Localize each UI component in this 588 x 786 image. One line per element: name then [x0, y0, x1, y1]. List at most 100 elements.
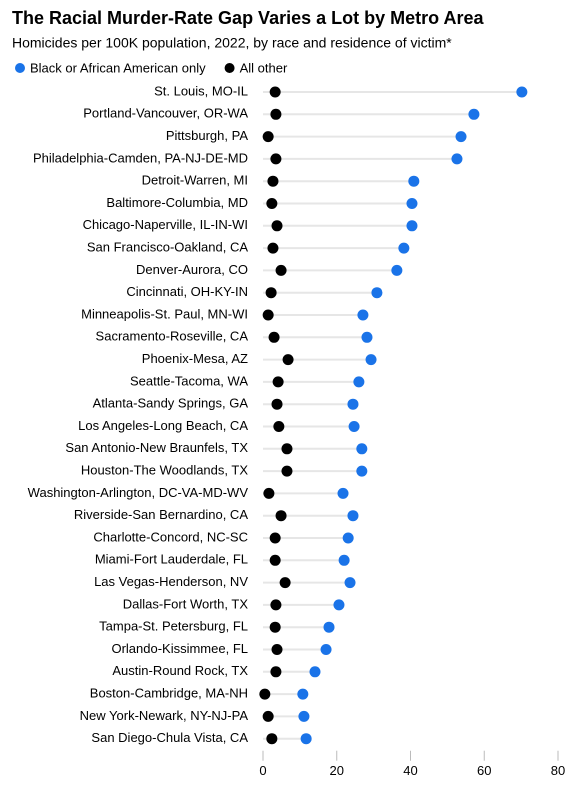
legend-marker	[224, 63, 235, 73]
category-label: Detroit-Warren, MI	[142, 173, 248, 188]
category-label: Sacramento-Roseville, CA	[96, 329, 249, 344]
dot	[271, 220, 283, 232]
category-label: Chicago-Naperville, IL-IN-WI	[83, 217, 248, 232]
x-tick-label: 80	[551, 763, 565, 778]
dot	[455, 131, 467, 143]
dot	[262, 309, 274, 321]
category-label: Seattle-Tacoma, WA	[130, 373, 248, 388]
category-label: Portland-Vancouver, OR-WA	[83, 106, 248, 121]
dot	[408, 175, 420, 187]
dot	[259, 688, 271, 700]
category-label: Austin-Round Rock, TX	[112, 663, 248, 678]
category-label: Tampa-St. Petersburg, FL	[99, 619, 248, 634]
dot	[333, 599, 345, 611]
dot	[265, 287, 277, 299]
dot	[356, 465, 368, 477]
category-label: Atlanta-Sandy Springs, GA	[93, 396, 249, 411]
category-label: Denver-Aurora, CO	[136, 262, 248, 277]
dot	[262, 131, 274, 143]
category-label: Baltimore-Columbia, MD	[106, 195, 248, 210]
dot	[342, 532, 354, 544]
category-label: San Diego-Chula Vista, CA	[91, 730, 248, 745]
category-label: Phoenix-Mesa, AZ	[142, 351, 248, 366]
dot	[347, 398, 359, 410]
category-label: Los Angeles-Long Beach, CA	[78, 418, 248, 433]
dot	[468, 108, 480, 120]
legend-marker	[15, 63, 25, 73]
dot	[406, 198, 418, 209]
legend-label: Black or African American only	[30, 60, 206, 75]
category-label: San Antonio-New Braunfels, TX	[65, 440, 248, 455]
dot	[297, 688, 309, 700]
category-label: Cincinnati, OH-KY-IN	[126, 284, 248, 299]
dot	[282, 354, 294, 366]
dot	[271, 398, 283, 410]
dot	[269, 86, 281, 98]
x-tick-label: 0	[259, 763, 266, 778]
dot	[371, 287, 383, 299]
dot	[270, 599, 282, 611]
x-tick-label: 20	[330, 763, 344, 778]
dot	[267, 242, 279, 254]
dot	[279, 577, 291, 589]
dot	[275, 264, 287, 276]
dot	[320, 644, 332, 655]
chart-title: The Racial Murder-Rate Gap Varies a Lot …	[12, 8, 484, 28]
category-label: Pittsburgh, PA	[166, 128, 248, 143]
x-tick-label: 60	[477, 763, 491, 778]
dot	[356, 443, 368, 455]
category-label: New York-Newark, NY-NJ-PA	[80, 708, 249, 723]
dot	[337, 487, 349, 499]
dot	[347, 510, 359, 522]
dot	[391, 264, 403, 276]
dot	[338, 554, 350, 566]
legend-label: All other	[240, 60, 288, 75]
dot	[323, 621, 335, 633]
dot	[268, 331, 280, 343]
dot	[270, 153, 282, 165]
category-label: Orlando-Kissimmee, FL	[111, 641, 248, 656]
dot	[300, 733, 312, 745]
dot	[269, 554, 281, 566]
dot	[344, 577, 356, 589]
category-label: Boston-Cambridge, MA-NH	[90, 686, 248, 701]
category-label: Washington-Arlington, DC-VA-MD-WV	[28, 485, 249, 500]
dot	[357, 309, 369, 321]
dot	[272, 376, 284, 388]
category-label: Miami-Fort Lauderdale, FL	[95, 552, 248, 567]
category-label: Houston-The Woodlands, TX	[81, 463, 248, 478]
category-label: Las Vegas-Henderson, NV	[94, 574, 248, 589]
dot	[353, 376, 365, 388]
dot	[266, 733, 278, 745]
category-label: Charlotte-Concord, NC-SC	[93, 529, 248, 544]
category-label: Philadelphia-Camden, PA-NJ-DE-MD	[33, 150, 248, 165]
dot	[275, 510, 287, 522]
dot	[266, 198, 278, 209]
dot	[263, 487, 275, 499]
dot	[309, 666, 321, 678]
chart-subtitle: Homicides per 100K population, 2022, by …	[12, 35, 452, 51]
category-label: St. Louis, MO-IL	[154, 83, 248, 98]
category-label: Minneapolis-St. Paul, MN-WI	[81, 306, 248, 321]
dot	[298, 710, 310, 722]
dot	[281, 465, 293, 477]
dot	[270, 108, 282, 120]
dot	[270, 666, 282, 678]
category-label: Riverside-San Bernardino, CA	[74, 507, 248, 522]
dot	[516, 86, 528, 98]
dot	[271, 644, 283, 655]
dot	[267, 175, 279, 187]
dot	[269, 621, 281, 633]
dot	[365, 354, 377, 366]
dot	[281, 443, 293, 455]
category-label: San Francisco-Oakland, CA	[87, 240, 248, 255]
dot	[262, 710, 274, 722]
dot	[361, 331, 373, 343]
category-label: Dallas-Fort Worth, TX	[123, 596, 249, 611]
dot	[451, 153, 463, 165]
dot	[348, 421, 360, 432]
dot	[273, 421, 285, 432]
dot	[269, 532, 281, 544]
dot	[406, 220, 418, 232]
